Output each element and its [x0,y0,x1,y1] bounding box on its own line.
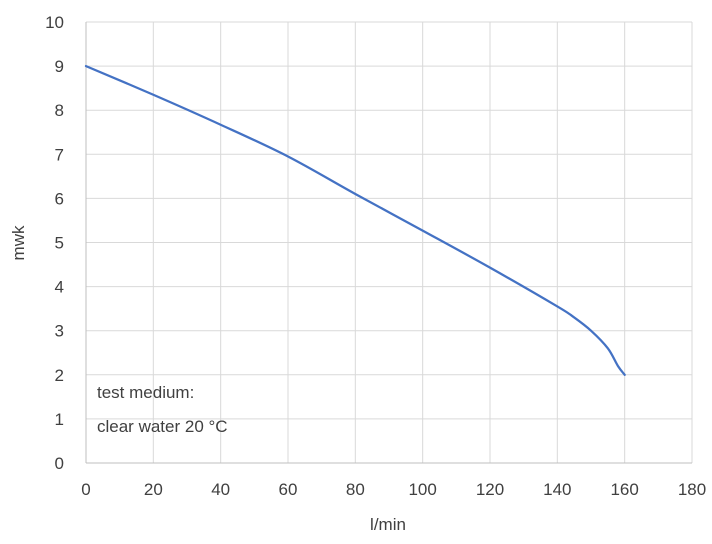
x-tick-label: 60 [279,480,298,499]
y-tick-label: 4 [55,278,64,297]
series-lines [84,64,626,376]
y-tick-label: 3 [55,322,64,341]
series-line [84,64,626,376]
y-tick-label: 7 [55,145,64,164]
annotation-line-1: test medium: [97,383,194,402]
y-tick-label: 10 [45,13,64,32]
y-tick-labels: 0 1 2 3 4 5 6 7 8 9 10 [45,13,64,473]
x-tick-label: 180 [678,480,706,499]
axes [85,22,692,464]
y-tick-label: 2 [55,366,64,385]
y-tick-label: 6 [55,189,64,208]
x-tick-label: 80 [346,480,365,499]
x-axis-label: l/min [370,515,406,534]
y-tick-label: 8 [55,101,64,120]
x-tick-labels: 0 20 40 60 80 100 120 140 160 180 [81,480,706,499]
x-tick-label: 160 [610,480,638,499]
y-tick-label: 5 [55,234,64,253]
y-tick-label: 0 [55,454,64,473]
x-tick-label: 140 [543,480,571,499]
x-tick-label: 0 [81,480,90,499]
y-axis-label: mwk [9,225,28,260]
x-tick-label: 100 [408,480,436,499]
x-tick-label: 20 [144,480,163,499]
x-tick-label: 40 [211,480,230,499]
y-tick-label: 1 [55,410,64,429]
y-tick-label: 9 [55,57,64,76]
annotation-line-2: clear water 20 °C [97,417,228,436]
x-tick-label: 120 [476,480,504,499]
